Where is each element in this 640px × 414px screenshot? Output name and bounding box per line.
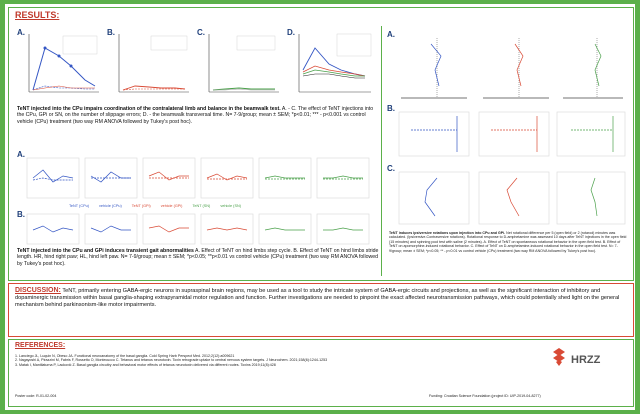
- rotation-spontaneous-charts: [401, 38, 623, 99]
- discussion-body: TeNT, primarily entering GABA-ergic neur…: [15, 288, 620, 308]
- gait-panel-a-letter: A.: [17, 150, 25, 159]
- panel-a-letter: A.: [17, 28, 25, 37]
- rotation-amphetamine-charts: [398, 171, 626, 225]
- legend-vehicle-sn: vehicle (SN): [220, 204, 241, 208]
- poster-code: Poster code: R-01-02-004: [15, 394, 57, 398]
- funding-note: Funding: Croatian Science Foundation (pr…: [429, 394, 541, 398]
- hrzz-logo-text: HRZZ: [571, 354, 601, 366]
- discussion-section: DISCUSSION: TeNT, primarily entering GAB…: [8, 283, 634, 337]
- references-section: REFERENCES: 1. Lanciego JL, Luquin N, Ob…: [8, 339, 634, 407]
- reference-item: 1. Lanciego JL, Luquin N, Obeso JA. Func…: [15, 354, 235, 358]
- legend-tent-gpi: TeNT (GPi): [131, 204, 151, 208]
- results-heading: RESULTS:: [15, 10, 60, 20]
- gait-stride-charts: [26, 213, 370, 245]
- gait-step-cycle-charts: [26, 157, 370, 199]
- caption-gait-title: TeNT injected into the CPu and GPi induc…: [17, 248, 194, 254]
- legend-tent-cpu: TeNT (CPu): [69, 204, 89, 208]
- hrzz-logo: HRZZ: [571, 350, 600, 368]
- reference-item: 3. Matak I, Mantilaturna P, Lacković Z. …: [15, 362, 276, 367]
- caption-rotation-body: Net rotational difference per 5 (open fi…: [389, 231, 627, 253]
- rotation-apomorphine-charts: [398, 111, 626, 157]
- references-list: 1. Lanciego JL, Luquin N, Obeso JA. Func…: [15, 354, 535, 367]
- references-heading: REFERENCES:: [15, 342, 66, 349]
- gait-panel-b-letter: B.: [17, 210, 25, 219]
- caption-gait: TeNT injected into the CPu and GPi induc…: [17, 248, 379, 267]
- chart-a: [28, 34, 99, 93]
- caption-gait-body: A. Effect of TeNT on hind limbs step cyc…: [17, 248, 379, 267]
- caption-rotation-title: TeNT induces ipsiversive rotations upon …: [389, 231, 506, 235]
- legend-vehicle-gpi: vehicle (GPi): [160, 204, 183, 208]
- rotation-panel-c-letter: C.: [387, 164, 395, 173]
- gait-legend: TeNT (CPu) vehicle (CPu) TeNT (GPi) vehi…: [69, 204, 369, 208]
- chart-c: [208, 34, 279, 93]
- panel-d-letter: D.: [287, 28, 295, 37]
- chart-b: [118, 34, 189, 93]
- reference-item: 2. Nagayoshi A, Pirazzini M, Fabris F, R…: [15, 358, 328, 363]
- discussion-heading: DISCUSSION:: [15, 287, 61, 294]
- panel-b-letter: B.: [107, 28, 115, 37]
- poster-body: RESULTS:: [5, 4, 635, 410]
- beamwalk-charts: [28, 33, 372, 93]
- results-divider: [381, 26, 382, 276]
- rotation-panel-a-letter: A.: [387, 30, 395, 39]
- legend-tent-sn: TeNT (SN): [192, 204, 211, 208]
- panel-c-letter: C.: [197, 28, 205, 37]
- discussion-text: DISCUSSION: TeNT, primarily entering GAB…: [15, 287, 625, 309]
- caption-beamwalk-body: A. - C. The effect of TeNT injections in…: [17, 106, 374, 125]
- red-cross-logo: [549, 346, 569, 368]
- caption-rotation: TeNT induces ipsiversive rotations upon …: [389, 231, 627, 253]
- caption-beamwalk-title: TeNT injected into the CPu impairs coord…: [17, 106, 281, 112]
- results-section: RESULTS:: [8, 7, 634, 281]
- chart-d: [298, 33, 372, 93]
- legend-vehicle-cpu: vehicle (CPu): [98, 204, 122, 208]
- caption-beamwalk: TeNT injected into the CPu impairs coord…: [17, 106, 379, 125]
- rotation-panel-b-letter: B.: [387, 104, 395, 113]
